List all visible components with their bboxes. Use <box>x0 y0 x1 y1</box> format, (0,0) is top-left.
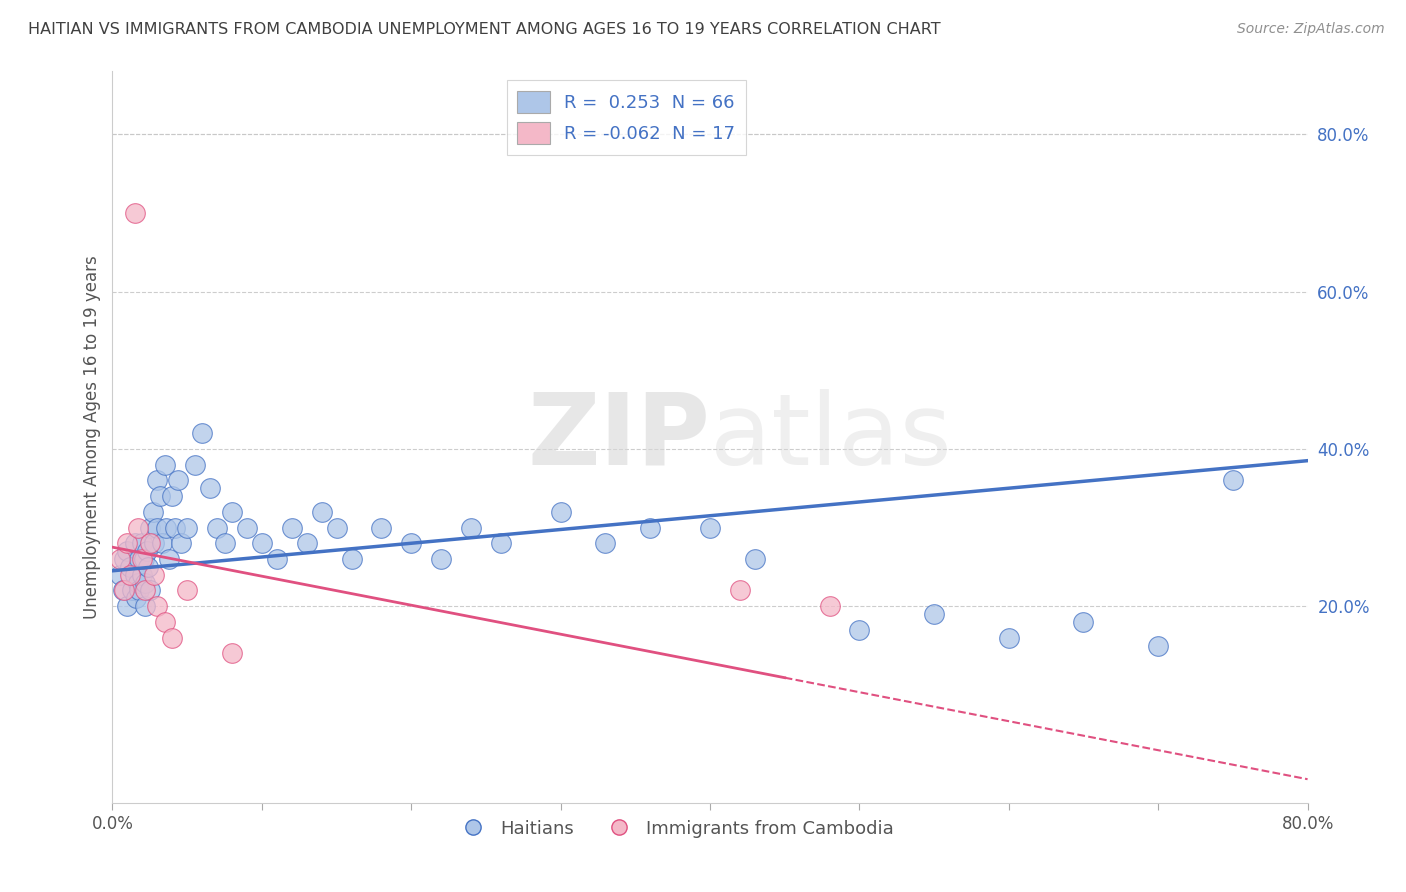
Point <box>1073 615 1095 629</box>
Point <box>489 536 512 550</box>
Point <box>139 520 162 534</box>
Point <box>162 489 183 503</box>
Point <box>848 623 870 637</box>
Point <box>153 458 176 472</box>
Point <box>125 591 148 606</box>
Point <box>191 426 214 441</box>
Point <box>340 552 363 566</box>
Point <box>117 544 139 558</box>
Point <box>134 575 156 590</box>
Point <box>370 520 392 534</box>
Point <box>165 520 187 534</box>
Point <box>818 599 841 614</box>
Point <box>132 552 155 566</box>
Point <box>595 536 617 550</box>
Point <box>108 552 131 566</box>
Point <box>176 520 198 534</box>
Point <box>124 206 146 220</box>
Point <box>162 631 183 645</box>
Point <box>176 583 198 598</box>
Point <box>325 520 347 534</box>
Point <box>117 536 139 550</box>
Point <box>460 520 482 534</box>
Point <box>135 544 157 558</box>
Point <box>167 473 190 487</box>
Point <box>311 505 333 519</box>
Point <box>124 567 146 582</box>
Point <box>117 599 139 614</box>
Point <box>131 536 153 550</box>
Text: atlas: atlas <box>710 389 952 485</box>
Point <box>153 615 176 629</box>
Point <box>205 520 228 534</box>
Point <box>146 599 169 614</box>
Point <box>134 599 156 614</box>
Point <box>998 631 1021 645</box>
Point <box>143 567 166 582</box>
Point <box>146 473 169 487</box>
Point <box>139 583 162 598</box>
Point <box>214 536 236 550</box>
Legend: Haitians, Immigrants from Cambodia: Haitians, Immigrants from Cambodia <box>447 813 901 845</box>
Point <box>430 552 453 566</box>
Point <box>142 505 165 519</box>
Point <box>250 536 273 550</box>
Text: ZIP: ZIP <box>527 389 710 485</box>
Point <box>131 552 153 566</box>
Point <box>143 536 166 550</box>
Point <box>295 536 318 550</box>
Text: HAITIAN VS IMMIGRANTS FROM CAMBODIA UNEMPLOYMENT AMONG AGES 16 TO 19 YEARS CORRE: HAITIAN VS IMMIGRANTS FROM CAMBODIA UNEM… <box>28 22 941 37</box>
Point <box>131 567 153 582</box>
Point <box>281 520 304 534</box>
Point <box>744 552 766 566</box>
Y-axis label: Unemployment Among Ages 16 to 19 years: Unemployment Among Ages 16 to 19 years <box>83 255 101 619</box>
Point <box>128 583 150 598</box>
Point <box>150 536 173 550</box>
Point <box>157 552 180 566</box>
Point <box>728 583 751 598</box>
Point <box>120 559 142 574</box>
Point <box>134 583 156 598</box>
Point <box>121 583 143 598</box>
Point <box>1147 639 1170 653</box>
Point <box>127 575 149 590</box>
Point <box>138 559 160 574</box>
Point <box>221 646 243 660</box>
Point <box>114 583 135 598</box>
Point <box>699 520 721 534</box>
Point <box>139 536 162 550</box>
Point <box>124 536 146 550</box>
Point <box>221 505 243 519</box>
Point <box>155 520 177 534</box>
Point <box>108 567 131 582</box>
Point <box>1222 473 1244 487</box>
Point <box>128 552 150 566</box>
Point <box>114 552 135 566</box>
Point <box>149 489 172 503</box>
Point <box>111 583 134 598</box>
Point <box>236 520 259 534</box>
Point <box>120 567 142 582</box>
Point <box>550 505 572 519</box>
Point <box>146 520 169 534</box>
Point <box>183 458 205 472</box>
Point <box>127 520 149 534</box>
Point <box>922 607 945 621</box>
Text: Source: ZipAtlas.com: Source: ZipAtlas.com <box>1237 22 1385 37</box>
Point <box>170 536 193 550</box>
Point <box>640 520 662 534</box>
Point <box>198 481 221 495</box>
Point <box>266 552 288 566</box>
Point <box>401 536 423 550</box>
